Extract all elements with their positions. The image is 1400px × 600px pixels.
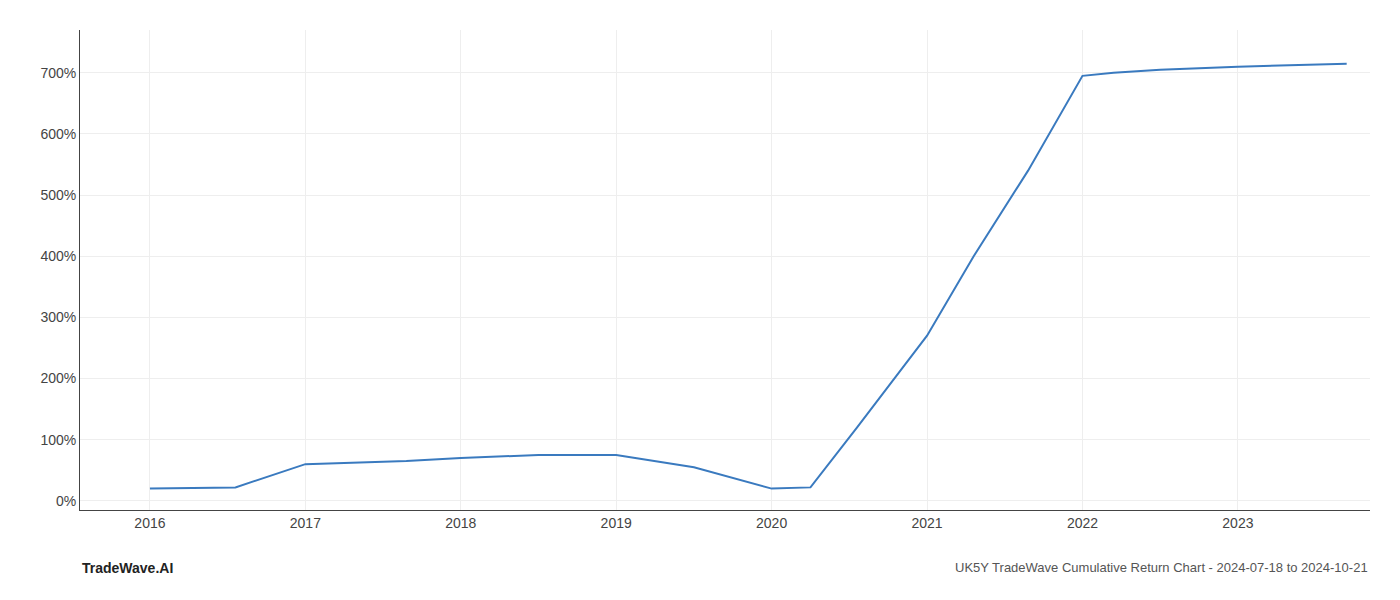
svg-text:2020: 2020	[756, 515, 787, 531]
svg-text:2019: 2019	[601, 515, 632, 531]
svg-text:TradeWave.AI: TradeWave.AI	[82, 560, 173, 576]
svg-text:UK5Y TradeWave Cumulative Retu: UK5Y TradeWave Cumulative Return Chart -…	[955, 560, 1368, 575]
svg-text:700%: 700%	[40, 65, 76, 81]
svg-text:600%: 600%	[40, 126, 76, 142]
svg-text:300%: 300%	[40, 309, 76, 325]
svg-text:2022: 2022	[1067, 515, 1098, 531]
svg-text:2018: 2018	[445, 515, 476, 531]
svg-text:2017: 2017	[290, 515, 321, 531]
svg-text:2023: 2023	[1222, 515, 1253, 531]
svg-text:200%: 200%	[40, 370, 76, 386]
svg-text:500%: 500%	[40, 187, 76, 203]
svg-text:2021: 2021	[911, 515, 942, 531]
svg-text:100%: 100%	[40, 432, 76, 448]
svg-text:0%: 0%	[56, 493, 76, 509]
svg-text:2016: 2016	[134, 515, 165, 531]
svg-text:400%: 400%	[40, 248, 76, 264]
